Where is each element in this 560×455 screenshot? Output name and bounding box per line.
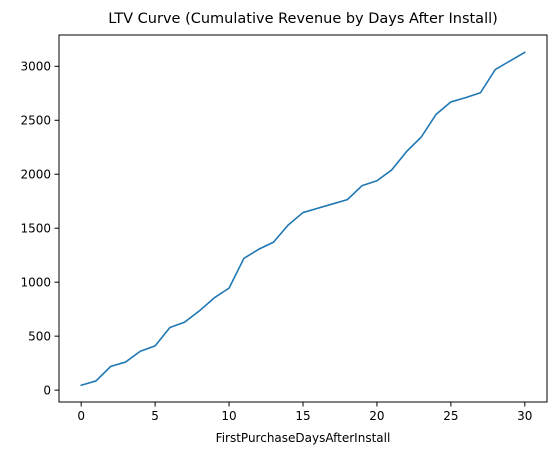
x-tick-label: 25 <box>443 409 458 423</box>
x-tick-label: 20 <box>369 409 384 423</box>
x-axis: 0 5 10 15 20 25 30 <box>77 402 532 423</box>
y-tick-label: 0 <box>43 383 51 397</box>
y-tick-label: 2500 <box>20 113 51 127</box>
y-tick-label: 2000 <box>20 167 51 181</box>
y-axis: 0 500 1000 1500 2000 2500 3000 <box>20 60 59 397</box>
y-tick-label: 1000 <box>20 275 51 289</box>
plot-frame <box>58 34 548 403</box>
plot-area: 0 5 10 15 20 25 30 0 500 1000 1500 2000 2500 3000 <box>20 34 548 423</box>
series-line-0 <box>80 51 526 387</box>
y-tick-label: 1500 <box>20 221 51 235</box>
series-layer <box>80 51 526 387</box>
y-tick-label: 500 <box>28 329 51 343</box>
x-tick-label: 30 <box>517 409 532 423</box>
x-tick-label: 10 <box>221 409 236 423</box>
x-axis-title: FirstPurchaseDaysAfterInstall <box>216 431 391 445</box>
x-tick-label: 15 <box>295 409 310 423</box>
x-tick-label: 0 <box>77 409 85 423</box>
y-tick-label: 3000 <box>20 60 51 74</box>
chart-title: LTV Curve (Cumulative Revenue by Days Af… <box>108 11 498 27</box>
x-tick-label: 5 <box>151 409 159 423</box>
